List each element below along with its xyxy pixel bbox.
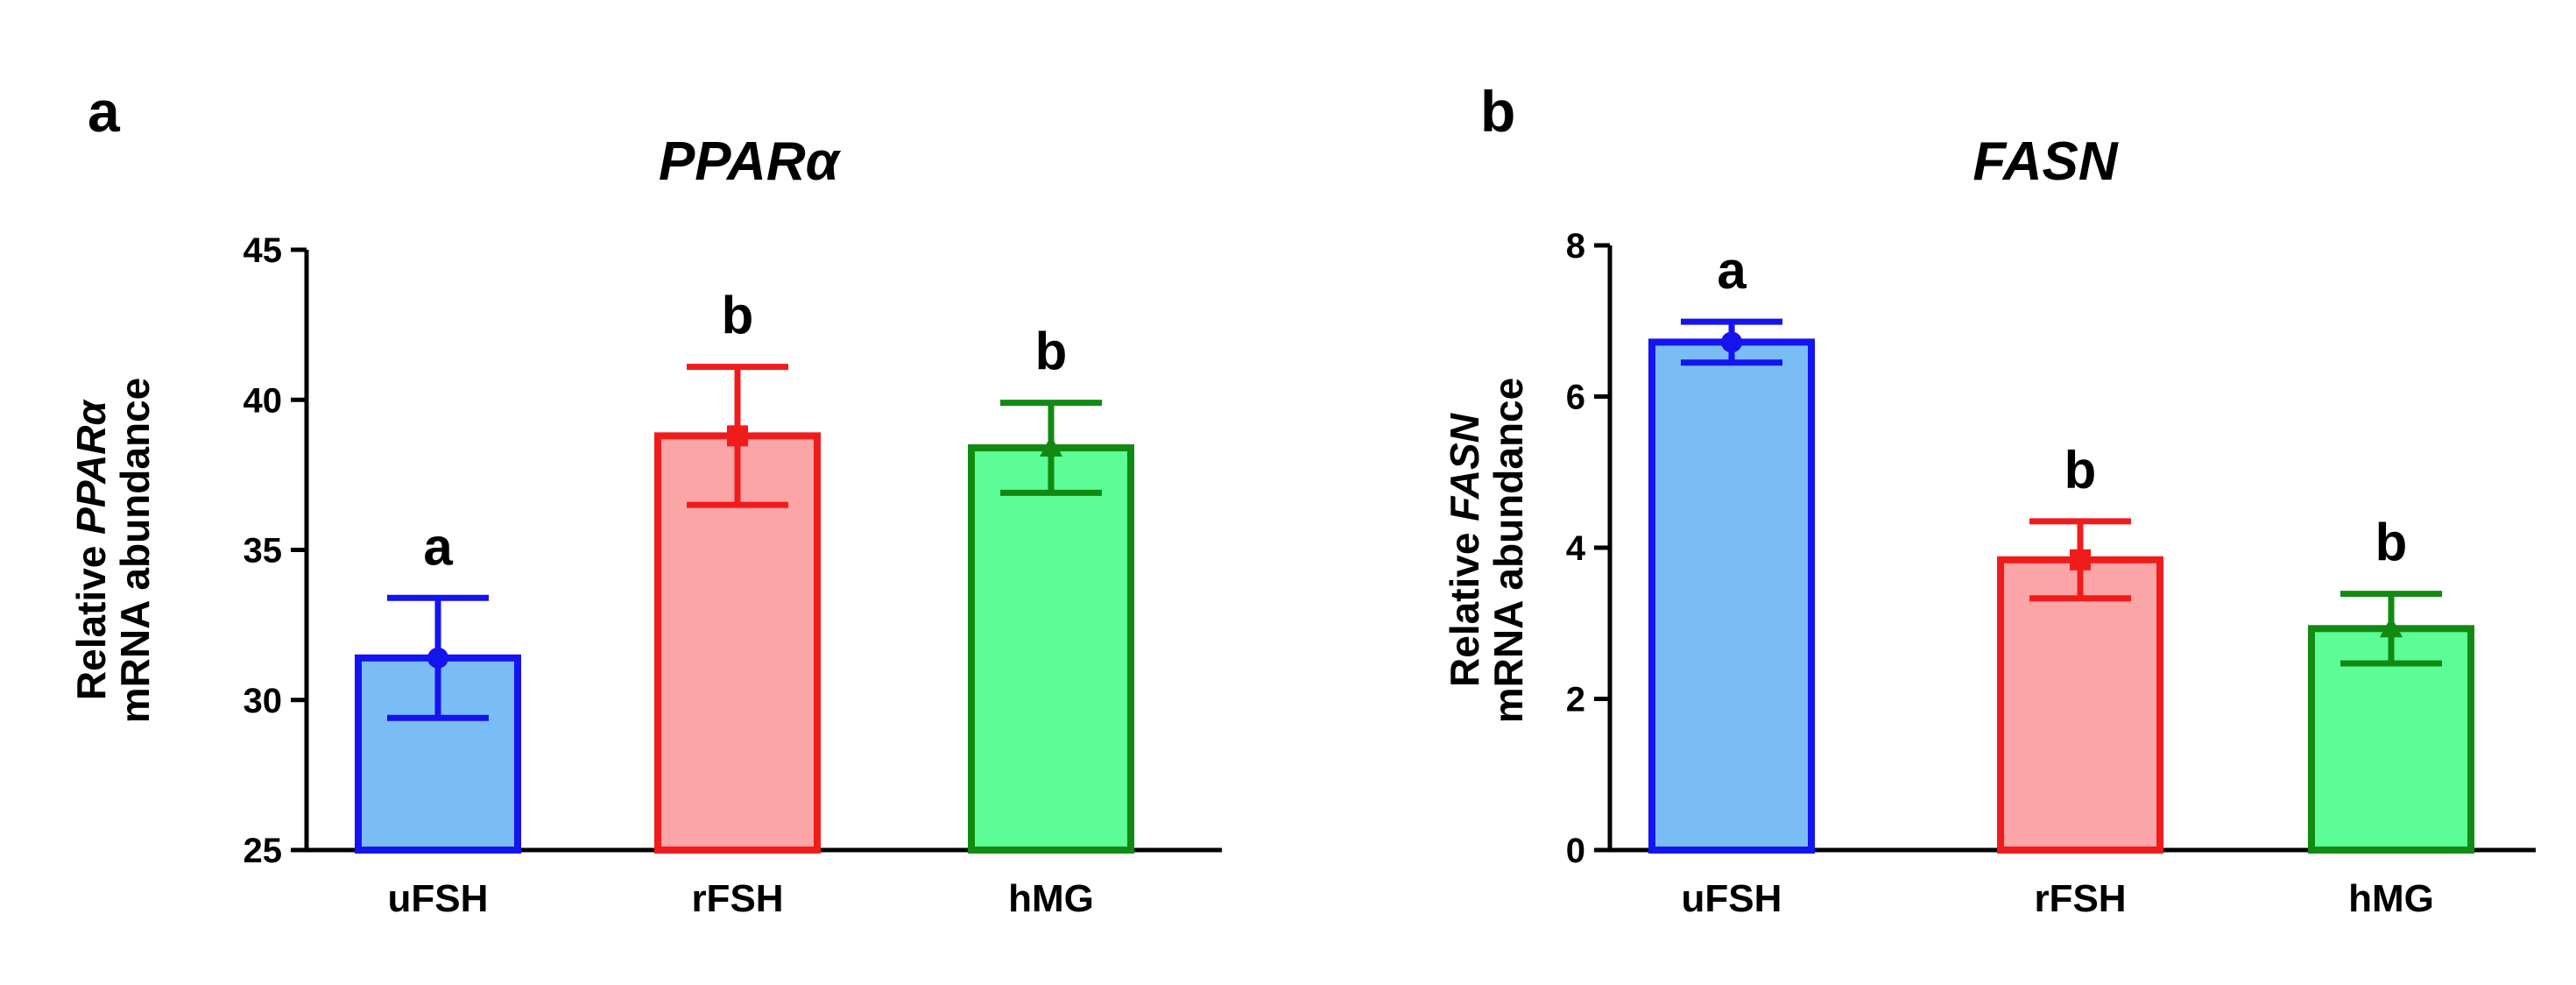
y-tick-label: 2 <box>1566 681 1585 719</box>
y-axis-label: Relative FASN <box>1442 413 1487 687</box>
chart-title: PPARα <box>659 131 842 192</box>
y-axis-label-gene: FASN <box>1442 413 1487 521</box>
y-tick-label: 25 <box>243 832 283 870</box>
bar-hMG <box>968 444 1134 854</box>
y-axis-label-line2: mRNA abundance <box>112 378 158 723</box>
y-tick-label: 40 <box>243 381 283 420</box>
y-axis-label: Relative PPARα <box>68 398 114 700</box>
y-tick-label: 8 <box>1566 227 1585 266</box>
chart-title: FASN <box>1973 131 2119 192</box>
x-tick-label: rFSH <box>2034 877 2126 920</box>
data-point-triangle <box>2380 616 2403 638</box>
y-tick-label: 45 <box>243 231 283 270</box>
y-tick-label: 4 <box>1566 529 1586 568</box>
panel-letter: b <box>1480 79 1515 144</box>
data-point-circle <box>1721 331 1742 353</box>
x-tick-label: hMG <box>2348 877 2434 920</box>
x-tick-label: rFSH <box>691 877 783 920</box>
y-axis-label-prefix: Relative <box>68 535 114 700</box>
data-point-triangle <box>1040 436 1062 457</box>
significance-label: b <box>722 287 754 345</box>
significance-label: b <box>2375 514 2408 572</box>
y-axis-label-gene: PPARα <box>68 398 114 534</box>
x-tick-label: uFSH <box>388 877 489 920</box>
x-tick-label: uFSH <box>1682 877 1782 920</box>
bar-rFSH <box>1997 556 2163 854</box>
significance-label: b <box>2064 441 2097 500</box>
y-tick-label: 6 <box>1566 379 1585 417</box>
bar-uFSH <box>1648 338 1815 854</box>
y-axis-label-line2: mRNA abundance <box>1486 378 1531 723</box>
data-point-square <box>2070 549 2091 570</box>
data-point-square <box>727 425 748 447</box>
x-tick-label: hMG <box>1008 877 1094 920</box>
y-tick-label: 0 <box>1566 832 1585 870</box>
data-point-circle <box>427 647 448 669</box>
y-tick-label: 30 <box>243 682 283 720</box>
y-tick-label: 35 <box>243 532 283 570</box>
significance-label: b <box>1035 322 1068 381</box>
significance-label: a <box>1717 241 1747 300</box>
y-axis-label-prefix: Relative <box>1442 521 1487 687</box>
significance-label: a <box>423 517 453 576</box>
panel-letter: a <box>88 79 121 144</box>
